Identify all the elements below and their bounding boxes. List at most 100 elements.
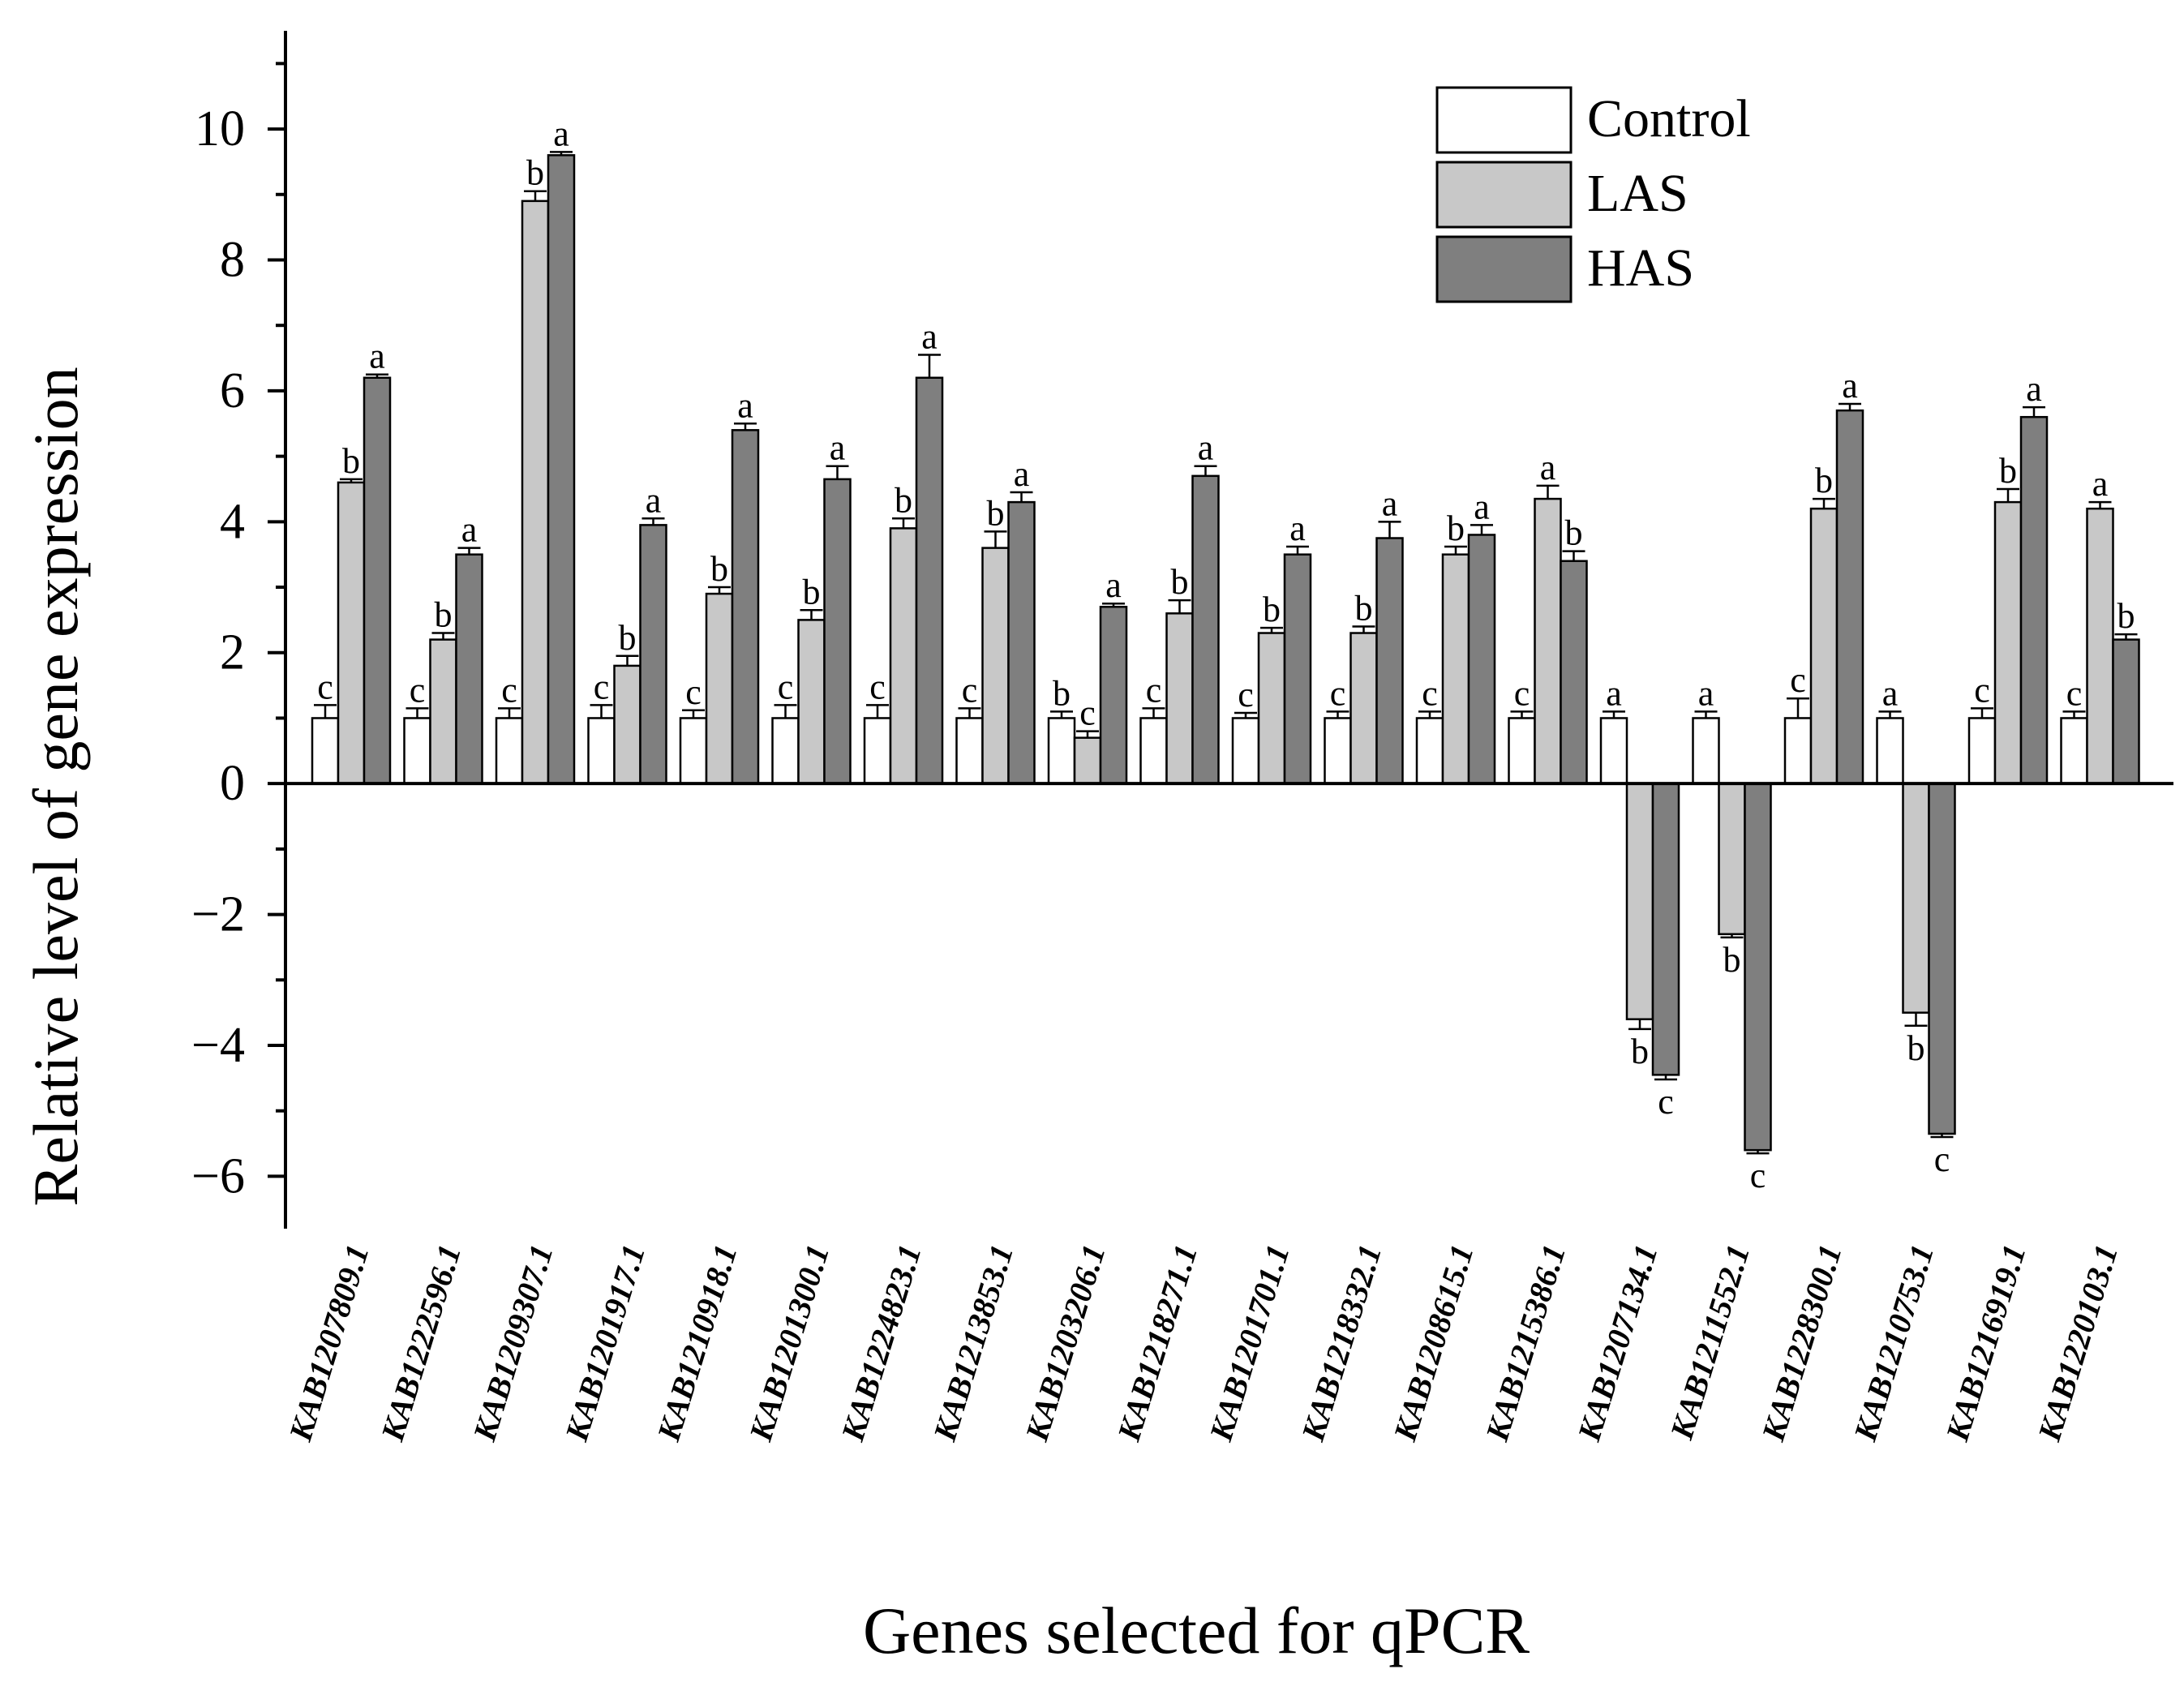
bar-control [955,717,984,785]
legend-label-las: LAS [1587,164,1688,223]
significance-letter: c [778,667,794,706]
bar-has [915,376,944,785]
bar-control [2060,717,2088,785]
significance-letter: a [1882,673,1899,713]
bar-las [1073,736,1102,785]
bar-has [1099,606,1128,785]
bar-has [363,376,392,785]
significance-letter: c [1750,1156,1766,1195]
bar-has [1007,500,1036,785]
bar-control [311,717,340,785]
bar-las [1902,782,1930,1014]
significance-letter: b [710,549,728,589]
legend: Control LAS HAS [1435,86,1751,303]
significance-letter: a [646,480,662,520]
significance-letter: b [895,480,912,520]
y-tick-label: −6 [191,1148,245,1204]
significance-letter: b [1999,451,2017,491]
significance-letter: c [685,672,702,712]
y-tick-label: 8 [220,232,245,287]
significance-letter: c [962,670,978,710]
bar-control [863,717,892,785]
significance-letter: c [1330,673,1346,713]
bar-control [1415,717,1444,785]
significance-letter: c [1079,693,1096,733]
bar-control [1967,717,1997,785]
bar-las [1257,632,1286,785]
significance-letter: b [435,595,453,635]
significance-letter: b [1355,588,1373,628]
bar-has [639,524,667,785]
significance-letter: a [2026,369,2042,409]
bar-has [2019,415,2049,785]
legend-label-control: Control [1587,89,1751,148]
significance-letter: a [1540,448,1556,487]
significance-letter: b [526,153,544,193]
significance-letter: a [1289,508,1306,548]
significance-letter: a [1698,673,1714,713]
legend-swatch-las [1435,161,1573,229]
bar-has [1283,553,1312,785]
bar-control [771,717,800,785]
y-tick-label: 0 [220,756,245,811]
significance-letter: c [410,670,426,710]
bar-las [429,638,457,785]
significance-letter: b [987,493,1005,533]
bar-control [1692,717,1720,785]
significance-letter: b [1631,1032,1649,1071]
category-label: KAB1210918.1 [650,1240,744,1445]
bar-las [1718,782,1746,936]
category-label: KAB1218271.1 [1110,1240,1204,1445]
category-label: KAB1207809.1 [281,1240,375,1445]
significance-letter: b [1447,508,1465,548]
significance-letter: b [1723,940,1741,980]
significance-letter: a [1198,428,1214,468]
significance-letter: a [1842,366,1858,406]
category-label: KAB1220103.1 [2031,1240,2125,1445]
significance-letter: a [369,337,385,376]
bar-las [1534,497,1562,785]
significance-letter: a [921,317,938,357]
bar-las [705,592,734,785]
bar-control [1783,717,1813,785]
bar-las [1625,782,1654,1020]
significance-letter: c [1658,1082,1674,1122]
significance-letter: b [1565,513,1583,553]
category-labels-layer: KAB1207809.1KAB1222596.1KAB1209307.1KAB1… [281,1240,2125,1445]
bar-control [1876,717,1904,785]
significance-letter: a [1014,454,1030,494]
bar-las [1993,500,2023,785]
bar-has [547,154,576,785]
significance-letter: c [1514,673,1530,713]
y-tick-label: 2 [220,625,245,680]
significance-letter: b [1263,590,1281,629]
significance-letter: a [2092,464,2109,504]
category-label: KAB1201917.1 [558,1240,652,1445]
significance-letter: a [830,428,846,468]
category-label: KAB1215386.1 [1478,1240,1573,1445]
bar-has [1744,782,1772,1152]
bar-las [2086,507,2114,785]
bar-control [1599,717,1628,785]
category-label: KAB1207134.1 [1570,1240,1664,1445]
bar-control [495,717,524,785]
bar-las [1349,632,1378,785]
significance-letter: a [737,385,753,425]
legend-label-has: HAS [1587,238,1694,298]
significance-letter: c [317,667,333,706]
bar-has [1467,534,1496,785]
significance-letter: c [1422,673,1438,713]
bar-las [1441,553,1470,785]
x-axis-title: Genes selected for qPCR [863,1594,1530,1667]
bar-las [889,527,918,785]
bar-control [1139,717,1168,785]
bar-has [1928,782,1956,1135]
category-label: KAB1210753.1 [1847,1240,1941,1445]
bar-control [679,717,708,785]
category-label: KAB1228300.1 [1754,1240,1848,1445]
significance-letter: b [342,441,360,481]
bar-las [521,200,550,785]
bar-has [2112,638,2140,785]
